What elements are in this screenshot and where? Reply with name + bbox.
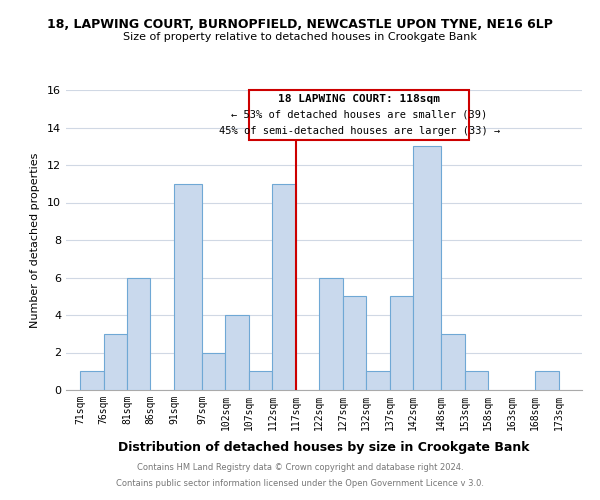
Bar <box>174 184 202 390</box>
Bar <box>272 184 296 390</box>
Bar <box>413 146 441 390</box>
Text: 45% of semi-detached houses are larger (33) →: 45% of semi-detached houses are larger (… <box>218 126 500 136</box>
Text: Contains HM Land Registry data © Crown copyright and database right 2024.: Contains HM Land Registry data © Crown c… <box>137 464 463 472</box>
Bar <box>249 90 469 140</box>
Bar <box>249 371 272 390</box>
Text: 18 LAPWING COURT: 118sqm: 18 LAPWING COURT: 118sqm <box>278 94 440 104</box>
X-axis label: Distribution of detached houses by size in Crookgate Bank: Distribution of detached houses by size … <box>118 441 530 454</box>
Bar <box>319 278 343 390</box>
Bar <box>465 371 488 390</box>
Text: Contains public sector information licensed under the Open Government Licence v : Contains public sector information licen… <box>116 478 484 488</box>
Bar <box>343 296 366 390</box>
Bar <box>441 334 465 390</box>
Bar <box>127 278 151 390</box>
Bar <box>366 371 389 390</box>
Text: 18, LAPWING COURT, BURNOPFIELD, NEWCASTLE UPON TYNE, NE16 6LP: 18, LAPWING COURT, BURNOPFIELD, NEWCASTL… <box>47 18 553 30</box>
Bar <box>104 334 127 390</box>
Bar <box>80 371 104 390</box>
Bar <box>389 296 413 390</box>
Bar <box>226 315 249 390</box>
Bar <box>202 352 226 390</box>
Y-axis label: Number of detached properties: Number of detached properties <box>30 152 40 328</box>
Text: Size of property relative to detached houses in Crookgate Bank: Size of property relative to detached ho… <box>123 32 477 42</box>
Bar <box>535 371 559 390</box>
Text: ← 53% of detached houses are smaller (39): ← 53% of detached houses are smaller (39… <box>231 110 487 120</box>
